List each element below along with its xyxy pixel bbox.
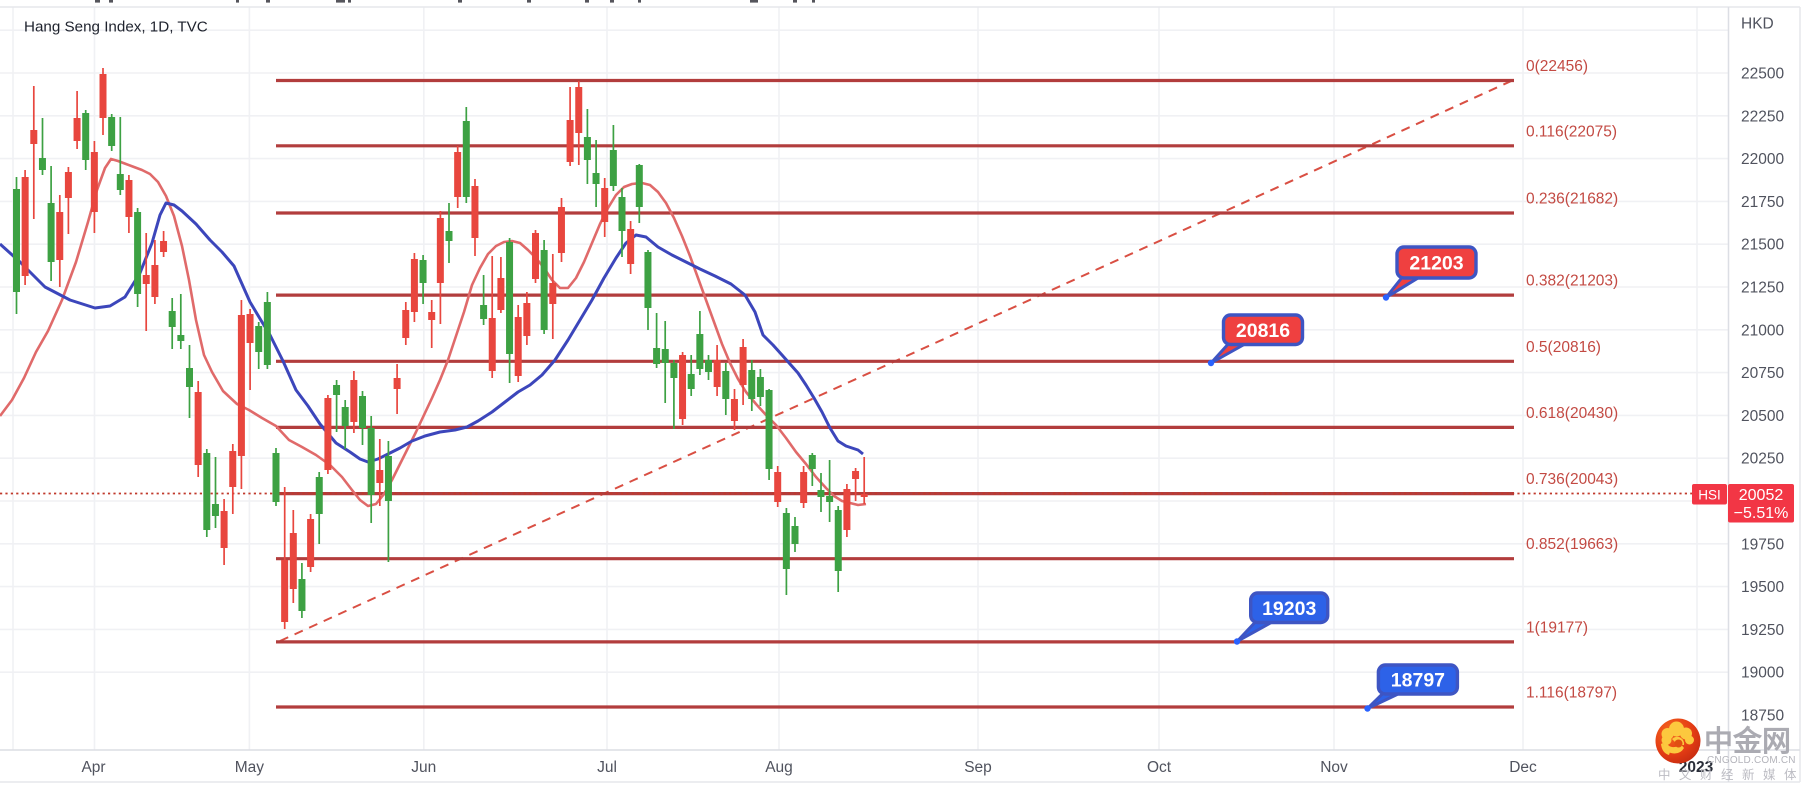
svg-text:19500: 19500 [1741,579,1784,596]
svg-text:21000: 21000 [1741,322,1784,339]
svg-text:0(22456): 0(22456) [1526,58,1588,75]
svg-text:22250: 22250 [1741,108,1784,125]
svg-text:21250: 21250 [1741,280,1784,297]
svg-text:Aug: Aug [765,759,793,776]
svg-text:Apr: Apr [81,759,105,776]
svg-text:May: May [235,759,265,776]
svg-text:21750: 21750 [1741,194,1784,211]
svg-text:19750: 19750 [1741,536,1784,553]
svg-text:19250: 19250 [1741,622,1784,639]
svg-text:0.382(21203): 0.382(21203) [1526,273,1618,290]
svg-text:22500: 22500 [1741,66,1784,83]
svg-text:中文财经新媒体: 中文财经新媒体 [1658,767,1805,782]
svg-text:20500: 20500 [1741,408,1784,425]
svg-text:18750: 18750 [1741,708,1784,725]
svg-text:19203: 19203 [1262,598,1316,620]
svg-text:20750: 20750 [1741,365,1784,382]
svg-text:Dec: Dec [1509,759,1537,776]
svg-text:Oct: Oct [1147,759,1172,776]
svg-text:0.5(20816): 0.5(20816) [1526,339,1601,356]
svg-text:0.852(19663): 0.852(19663) [1526,536,1618,553]
svg-text:HSI: HSI [1698,488,1721,503]
svg-text:CNGOLD.COM.CN: CNGOLD.COM.CN [1707,755,1796,766]
svg-text:20052: 20052 [1739,487,1784,504]
svg-text:HKD: HKD [1741,16,1774,33]
svg-text:20250: 20250 [1741,451,1784,468]
svg-text:21203: 21203 [1409,253,1463,275]
svg-text:0.736(20043): 0.736(20043) [1526,471,1618,488]
svg-text:2023: 2023 [1679,759,1714,776]
svg-text:Jul: Jul [597,759,617,776]
svg-text:中金网: 中金网 [1704,724,1791,758]
svg-text:21500: 21500 [1741,237,1784,254]
svg-text:1(19177): 1(19177) [1526,619,1588,636]
svg-text:19000: 19000 [1741,665,1784,682]
svg-text:Sep: Sep [964,759,992,776]
svg-text:−5.51%: −5.51% [1734,505,1789,522]
svg-text:Hang Seng Index, 1D, TVC: Hang Seng Index, 1D, TVC [24,19,208,36]
svg-text:Nov: Nov [1320,759,1348,776]
svg-text:0.618(20430): 0.618(20430) [1526,405,1618,422]
svg-text:0.236(21682): 0.236(21682) [1526,191,1618,208]
svg-text:0.116(22075): 0.116(22075) [1526,123,1617,140]
svg-text:22000: 22000 [1741,151,1784,168]
svg-text:20816: 20816 [1236,320,1290,342]
svg-text:Jun: Jun [411,759,436,776]
svg-text:18797: 18797 [1391,670,1445,692]
svg-text:1.116(18797): 1.116(18797) [1526,685,1617,702]
